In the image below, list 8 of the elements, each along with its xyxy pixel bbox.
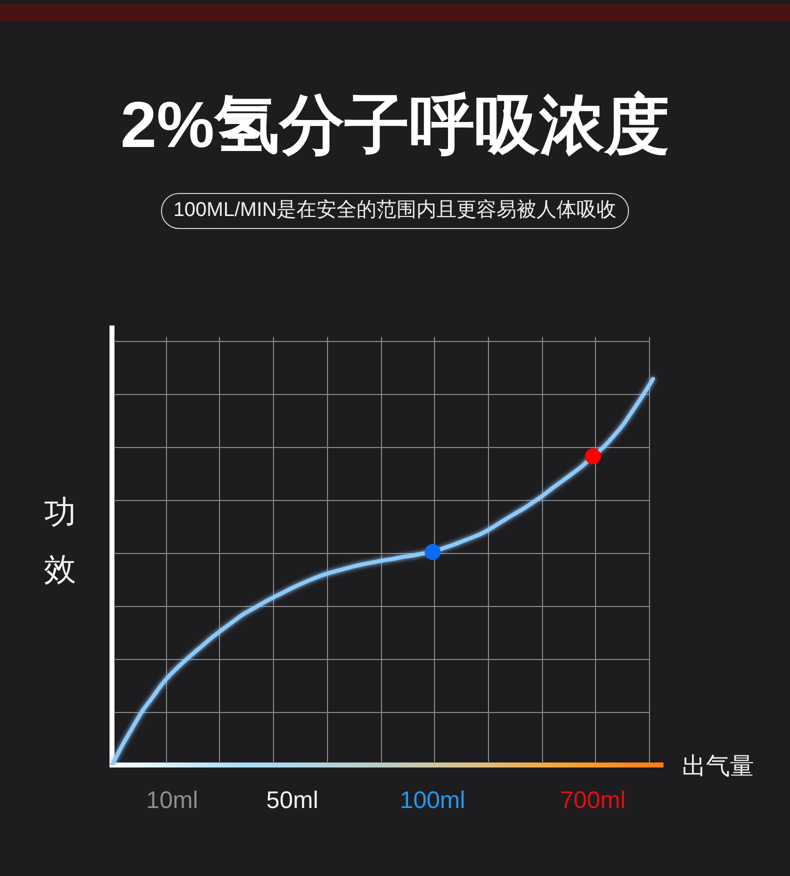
x-tick-label: 100ml	[400, 787, 466, 814]
x-tick-label: 700ml	[560, 787, 626, 814]
y-axis-title: 功效	[44, 493, 77, 589]
chart-subtitle: 100ML/MIN是在安全的范围内且更容易被人体吸收	[161, 193, 629, 229]
x-tick-label: 50ml	[266, 787, 318, 814]
chart-title: 2%氢分子呼吸浓度	[120, 88, 670, 161]
x-tick-label: 10ml	[146, 787, 198, 814]
x-axis-title: 出气量	[682, 752, 754, 782]
